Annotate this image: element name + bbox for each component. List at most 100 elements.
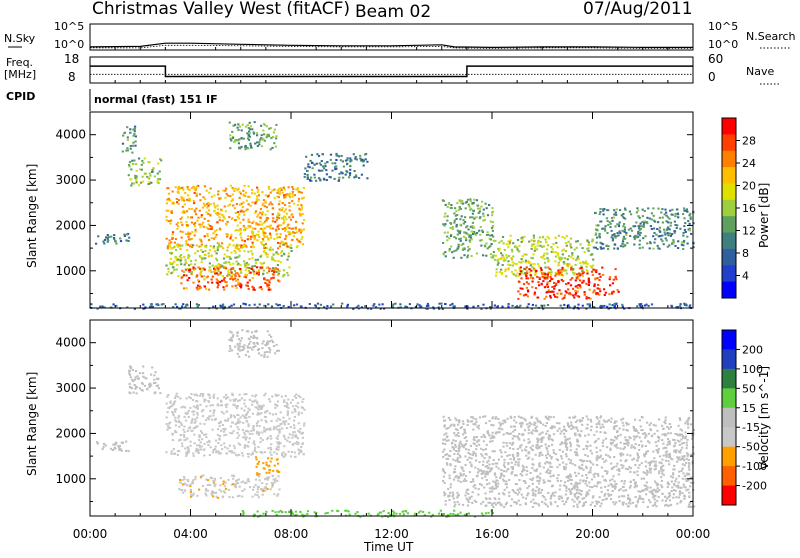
heatmap-cell — [464, 216, 466, 218]
heatmap-cell — [589, 303, 591, 305]
heatmap-cell — [558, 235, 560, 237]
heatmap-cell — [142, 372, 144, 374]
heatmap-cell — [187, 279, 189, 281]
heatmap-cell — [260, 286, 262, 288]
heatmap-cell — [586, 477, 588, 479]
heatmap-cell — [633, 439, 635, 441]
heatmap-cell — [599, 482, 601, 484]
heatmap-cell — [322, 153, 324, 155]
heatmap-cell — [635, 236, 637, 238]
heatmap-cell — [465, 475, 467, 477]
heatmap-cell — [470, 420, 472, 422]
heatmap-cell — [221, 210, 223, 212]
heatmap-cell — [570, 459, 572, 461]
heatmap-cell — [455, 237, 457, 239]
heatmap-cell — [269, 351, 271, 353]
heatmap-cell — [234, 207, 236, 209]
heatmap-cell — [654, 502, 656, 504]
heatmap-cell — [275, 427, 277, 429]
heatmap-cell — [187, 448, 189, 450]
heatmap-cell — [567, 258, 569, 260]
heatmap-cell — [273, 189, 275, 191]
heatmap-cell — [264, 214, 266, 216]
heatmap-cell — [479, 217, 481, 219]
heatmap-cell — [494, 498, 496, 500]
heatmap-cell — [248, 258, 250, 260]
heatmap-cell — [585, 494, 587, 496]
heatmap-cell — [134, 145, 136, 147]
heatmap-cell — [297, 187, 299, 189]
heatmap-cell — [290, 232, 292, 234]
heatmap-cell — [194, 222, 196, 224]
heatmap-cell — [522, 260, 524, 262]
heatmap-cell — [209, 262, 211, 264]
heatmap-cell — [543, 305, 545, 307]
heatmap-cell — [609, 226, 611, 228]
heatmap-cell — [291, 437, 293, 439]
heatmap-cell — [181, 270, 183, 272]
heatmap-cell — [524, 449, 526, 451]
heatmap-cell — [183, 436, 185, 438]
heatmap-cell — [596, 485, 598, 487]
heatmap-cell — [302, 437, 304, 439]
heatmap-cell — [284, 238, 286, 240]
heatmap-cell — [684, 475, 686, 477]
heatmap-cell — [122, 135, 124, 137]
heatmap-cell — [282, 192, 284, 194]
heatmap-cell — [274, 407, 276, 409]
heatmap-cell — [183, 287, 185, 289]
heatmap-cell — [542, 276, 544, 278]
heatmap-cell — [239, 126, 241, 128]
heatmap-cell — [687, 243, 689, 245]
heatmap-cell — [294, 408, 296, 410]
heatmap-cell — [582, 247, 584, 249]
heatmap-cell — [506, 445, 508, 447]
heatmap-cell — [217, 403, 219, 405]
heatmap-cell — [249, 399, 251, 401]
heatmap-cell — [299, 396, 301, 398]
heatmap-cell — [187, 451, 189, 453]
heatmap-cell — [550, 274, 552, 276]
heatmap-cell — [669, 440, 671, 442]
heatmap-cell — [186, 199, 188, 201]
heatmap-cell — [349, 157, 351, 159]
heatmap-cell — [480, 226, 482, 228]
heatmap-cell — [265, 201, 267, 203]
heatmap-cell — [534, 274, 536, 276]
heatmap-cell — [258, 141, 260, 143]
heatmap-cell — [271, 256, 273, 258]
heatmap-cell — [569, 462, 571, 464]
heatmap-cell — [291, 250, 293, 252]
heatmap-cell — [657, 483, 659, 485]
heatmap-cell — [658, 472, 660, 474]
heatmap-cell — [151, 171, 153, 173]
heatmap-cell — [208, 255, 210, 257]
heatmap-cell — [601, 424, 603, 426]
heatmap-cell — [189, 407, 191, 409]
heatmap-cell — [612, 234, 614, 236]
heatmap-cell — [550, 503, 552, 505]
heatmap-cell — [283, 305, 285, 307]
heatmap-cell — [256, 466, 258, 468]
heatmap-cell — [271, 458, 273, 460]
heatmap-cell — [277, 226, 279, 228]
heatmap-cell — [273, 269, 275, 271]
heatmap-cell — [532, 429, 534, 431]
heatmap-cell — [272, 259, 274, 261]
heatmap-cell — [619, 230, 621, 232]
heatmap-cell — [224, 205, 226, 207]
heatmap-cell — [248, 185, 250, 187]
heatmap-cell — [574, 496, 576, 498]
heatmap-cell — [263, 340, 265, 342]
heatmap-cell — [563, 261, 565, 263]
heatmap-cell — [223, 258, 225, 260]
heatmap-cell — [599, 496, 601, 498]
heatmap-cell — [534, 250, 536, 252]
heatmap-cell — [657, 436, 659, 438]
heatmap-cell — [572, 288, 574, 290]
heatmap-cell — [498, 459, 500, 461]
heatmap-cell — [638, 225, 640, 227]
heatmap-cell — [650, 225, 652, 227]
heatmap-cell — [453, 222, 455, 224]
heatmap-cell — [267, 356, 269, 358]
